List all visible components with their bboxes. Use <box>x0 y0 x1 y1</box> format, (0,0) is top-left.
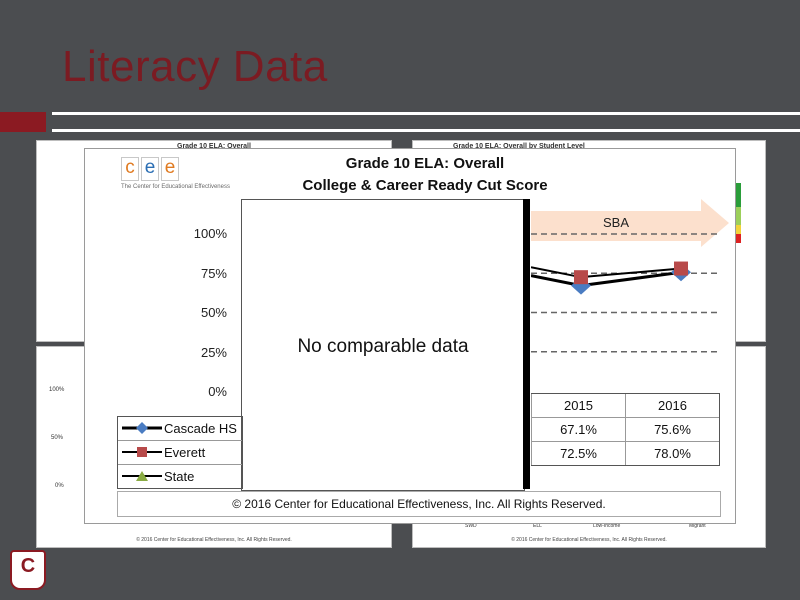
thumbnail-title: Grade 10 ELA: Overall <box>177 143 251 150</box>
period-divider <box>523 199 530 489</box>
legend-row: Everett <box>118 441 242 465</box>
no-data-message: No comparable data <box>297 336 469 357</box>
thumbnail-legend-item: SWD <box>465 523 477 529</box>
thumbnail-footer: © 2016 Center for Educational Effectiven… <box>511 537 667 543</box>
data-table: 2015 2016 67.1% 75.6% 72.5% 78.0% <box>531 393 720 466</box>
table-header-row: 2015 2016 <box>531 394 719 418</box>
thumbnail-tick: 100% <box>49 387 65 393</box>
y-tick-label: 0% <box>208 384 227 399</box>
logo-letter: e <box>141 157 159 181</box>
thumbnail-legend-item: Low-Income <box>593 523 621 529</box>
year-header: 2015 <box>531 394 625 417</box>
chart-panel: c e e The Center for Educational Effecti… <box>84 148 736 524</box>
data-point-marker <box>574 270 588 285</box>
legend-table: Cascade HS Everett State <box>117 416 243 489</box>
thumbnail-tick: 50% <box>51 435 64 441</box>
y-tick-label: 75% <box>200 266 227 281</box>
logo-letter: e <box>161 157 179 181</box>
thumbnail-legend-item: Migrant <box>689 523 706 529</box>
legend-marker-diamond <box>122 422 162 434</box>
crest-letter: C <box>20 555 36 577</box>
legend-label: State <box>164 469 195 484</box>
y-tick-label: 25% <box>200 345 227 360</box>
legend-marker-triangle <box>122 471 162 481</box>
legend-marker-square <box>122 447 162 457</box>
legend-label: Cascade HS <box>164 421 237 436</box>
table-cell: 72.5% <box>531 442 625 465</box>
legend-row: Cascade HS <box>118 417 242 441</box>
slide-title: Literacy Data <box>62 42 328 91</box>
sba-band <box>531 211 701 241</box>
table-row: 72.5% 78.0% <box>531 442 719 465</box>
data-point-marker <box>674 261 688 276</box>
logo-letter: c <box>121 157 139 181</box>
thumbnail-tick: 0% <box>55 483 64 489</box>
no-data-box: No comparable data <box>241 199 525 491</box>
legend-label: Everett <box>164 445 206 460</box>
cee-logo: c e e The Center for Educational Effecti… <box>121 157 230 190</box>
chart-title-line2: College & Career Ready Cut Score <box>302 177 548 194</box>
title-rule <box>52 112 800 132</box>
chart-title-line1: Grade 10 ELA: Overall <box>345 155 505 172</box>
legend-row: State <box>118 465 242 488</box>
year-header: 2016 <box>625 394 719 417</box>
thumbnail-title: Grade 10 ELA: Overall by Student Level <box>453 143 585 150</box>
thumbnail-level-bar <box>735 183 741 243</box>
table-cell: 78.0% <box>625 442 719 465</box>
logo-subtitle: The Center for Educational Effectiveness <box>121 184 230 190</box>
y-tick-label: 50% <box>200 305 227 320</box>
school-crest-logo: C <box>10 550 46 590</box>
table-cell: 67.1% <box>531 418 625 441</box>
table-row: 67.1% 75.6% <box>531 418 719 442</box>
table-cell: 75.6% <box>625 418 719 441</box>
sba-label: SBA <box>602 215 629 230</box>
thumbnail-legend-item: ELL <box>533 523 542 529</box>
thumbnail-footer: © 2016 Center for Educational Effectiven… <box>136 537 292 543</box>
y-tick-label: 100% <box>193 226 227 241</box>
sba-arrow-head <box>701 199 729 247</box>
title-rule-accent <box>0 112 46 132</box>
line-plot <box>531 233 721 353</box>
copyright-notice: © 2016 Center for Educational Effectiven… <box>117 491 721 517</box>
